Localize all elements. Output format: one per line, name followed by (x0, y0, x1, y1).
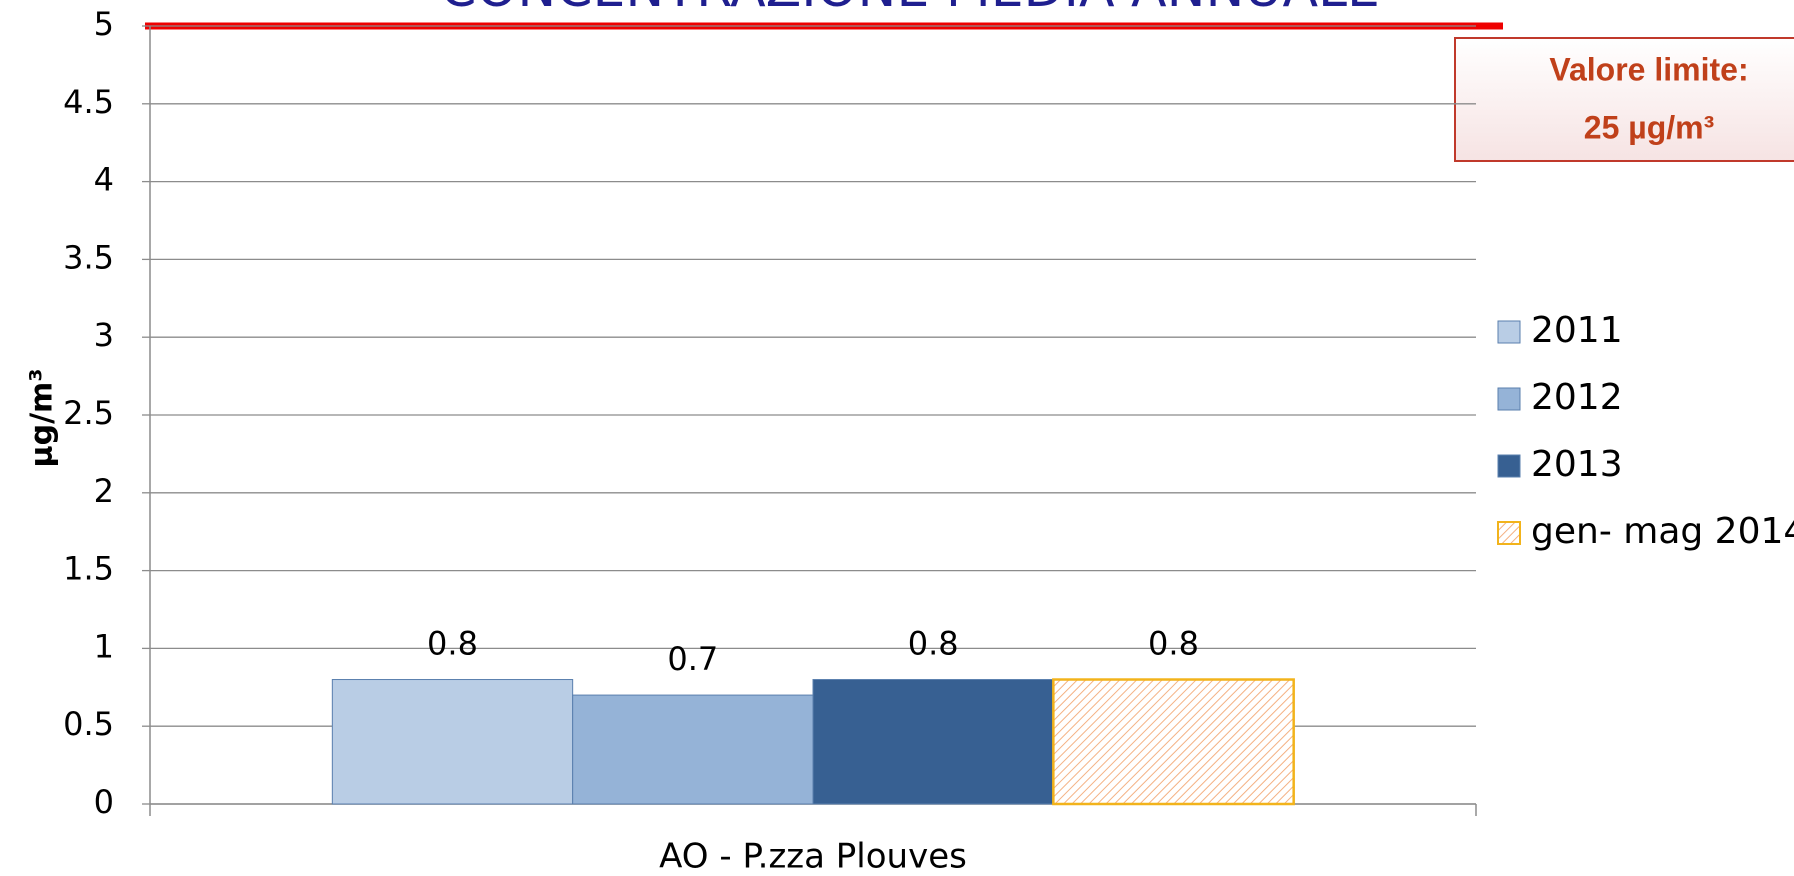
y-tick-label: 2.5 (63, 394, 114, 432)
bar (572, 694, 814, 805)
legend-label: 2011 (1531, 310, 1623, 351)
annotation: Valore limite: (1549, 51, 1748, 87)
legend-swatch (1497, 387, 1521, 411)
bar (1052, 678, 1295, 806)
annotation: 25 µg/m³ (1584, 109, 1714, 145)
chart-title: CONCENTRAZIONE MEDIA ANNUALE (440, 0, 1380, 19)
data-label: 0.8 (427, 625, 478, 663)
y-tick-label: 0.5 (63, 705, 114, 743)
bar (331, 679, 574, 805)
y-tick-label: 4.5 (63, 83, 114, 121)
legend-label: gen- mag 2014 (1531, 511, 1794, 552)
data-label: 0.7 (667, 640, 718, 678)
y-axis-label: µg/m³ (25, 369, 60, 468)
y-tick-label: 1 (94, 627, 114, 665)
data-label: 0.8 (1148, 625, 1199, 663)
legend-swatch (1497, 320, 1521, 344)
y-tick-label: 1.5 (63, 550, 114, 588)
bar (812, 679, 1054, 805)
y-tick-label: 3.5 (63, 238, 114, 276)
x-tick-label: AO - P.zza Plouves (659, 837, 967, 876)
legend-label: 2012 (1531, 377, 1623, 418)
legend-swatch (1497, 454, 1521, 478)
y-tick-label: 3 (94, 316, 114, 354)
y-tick-label: 2 (94, 472, 114, 510)
data-label: 0.8 (908, 625, 959, 663)
y-tick-label: 5 (94, 5, 114, 43)
annotation-box (1454, 37, 1794, 162)
y-tick-label: 4 (94, 161, 114, 199)
y-tick-label: 0 (94, 783, 114, 821)
legend-label: 2013 (1531, 444, 1623, 485)
legend-swatch (1497, 521, 1521, 545)
